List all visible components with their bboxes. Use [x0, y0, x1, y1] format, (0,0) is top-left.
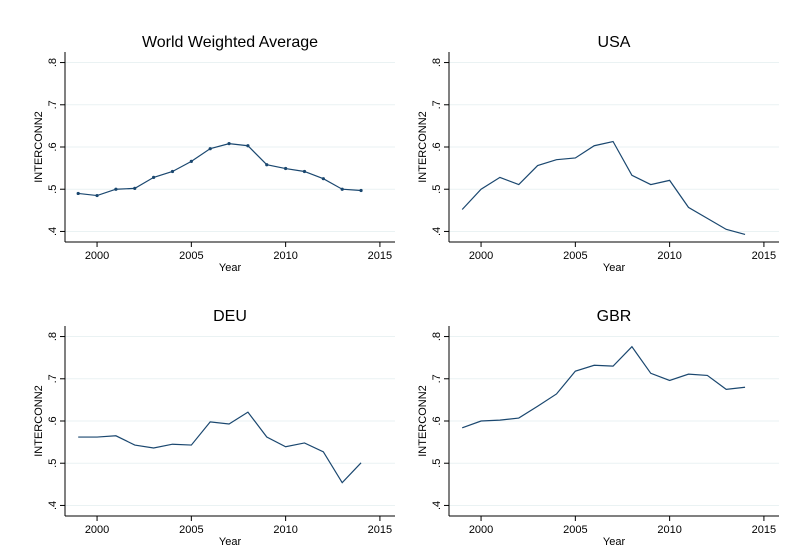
panel-title: World Weighted Average — [142, 34, 318, 51]
y-tick-label: .4 — [431, 501, 443, 510]
x-tick-label: 2010 — [273, 250, 297, 262]
panel-title: DEU — [213, 308, 247, 325]
data-line — [78, 411, 362, 484]
panel-title: USA — [598, 34, 631, 51]
data-point — [95, 193, 99, 198]
data-point — [359, 188, 363, 193]
data-point — [227, 142, 231, 146]
y-tick-label: .4 — [47, 501, 59, 510]
y-tick-label: .6 — [47, 416, 59, 425]
data-point — [152, 175, 156, 179]
y-tick-label: .5 — [47, 185, 59, 194]
y-tick-label: .5 — [47, 459, 59, 468]
data-point — [246, 144, 250, 148]
y-tick-label: .7 — [47, 100, 59, 109]
y-axis-label: INTERCONN2 — [417, 111, 429, 183]
panel: DEU .4 .5 .6 .7 .8 2000 2005 2010 2015 Year INTERCO… — [33, 308, 395, 548]
x-tick-label: 2005 — [563, 524, 587, 536]
y-tick-label: .6 — [47, 142, 59, 151]
data-point — [76, 191, 80, 196]
y-tick-label: .5 — [431, 459, 443, 468]
y-tick-label: .7 — [431, 374, 443, 383]
data-point — [302, 169, 307, 174]
y-tick-label: .4 — [431, 227, 443, 236]
x-tick-label: 2010 — [657, 524, 681, 536]
x-tick-label: 2010 — [657, 250, 681, 262]
data-line — [461, 345, 746, 429]
y-tick-label: .7 — [431, 100, 443, 109]
y-tick-label: .4 — [47, 227, 59, 236]
x-tick-label: 2000 — [85, 250, 109, 262]
y-tick-label: .8 — [47, 332, 59, 341]
x-tick-label: 2005 — [179, 524, 203, 536]
x-tick-label: 2000 — [469, 524, 493, 536]
data-line — [461, 140, 746, 235]
x-tick-label: 2015 — [368, 524, 392, 536]
x-tick-label: 2005 — [563, 250, 587, 262]
y-tick-label: .7 — [47, 374, 59, 383]
data-point — [133, 186, 137, 190]
data-point — [114, 187, 118, 191]
data-point — [265, 163, 269, 167]
x-tick-label: 2000 — [85, 524, 109, 536]
panel-title: GBR — [597, 308, 632, 325]
panel: World Weighted Average .4 .5 .6 .7 .8 2000 2005… — [33, 34, 395, 274]
y-tick-label: .8 — [431, 58, 443, 67]
x-tick-label: 2015 — [368, 250, 392, 262]
panel: GBR .4 .5 .6 .7 .8 2000 2005 2010 2015 Year INTERCO… — [417, 308, 779, 548]
x-tick-label: 2005 — [179, 250, 203, 262]
data-point — [170, 169, 175, 174]
y-tick-label: .8 — [47, 58, 59, 67]
y-tick-label: .5 — [431, 185, 443, 194]
x-tick-label: 2015 — [752, 250, 776, 262]
x-axis-label: Year — [219, 536, 242, 548]
panel: USA .4 .5 .6 .7 .8 2000 2005 2010 2015 Year INTERCO… — [417, 34, 779, 274]
x-axis-label: Year — [603, 262, 626, 274]
y-axis-label: INTERCONN2 — [33, 385, 45, 457]
data-line — [78, 143, 362, 197]
data-point — [208, 147, 212, 151]
y-tick-label: .6 — [431, 142, 443, 151]
data-point — [284, 166, 288, 171]
data-point — [340, 187, 344, 191]
x-tick-label: 2000 — [469, 250, 493, 262]
y-axis-label: INTERCONN2 — [417, 385, 429, 457]
y-tick-label: .6 — [431, 416, 443, 425]
y-axis-label: INTERCONN2 — [33, 111, 45, 183]
data-point — [189, 159, 193, 163]
x-axis-label: Year — [219, 262, 242, 274]
data-point — [321, 177, 325, 181]
x-tick-label: 2015 — [752, 524, 776, 536]
x-axis-label: Year — [603, 536, 626, 548]
x-tick-label: 2010 — [273, 524, 297, 536]
y-tick-label: .8 — [431, 332, 443, 341]
